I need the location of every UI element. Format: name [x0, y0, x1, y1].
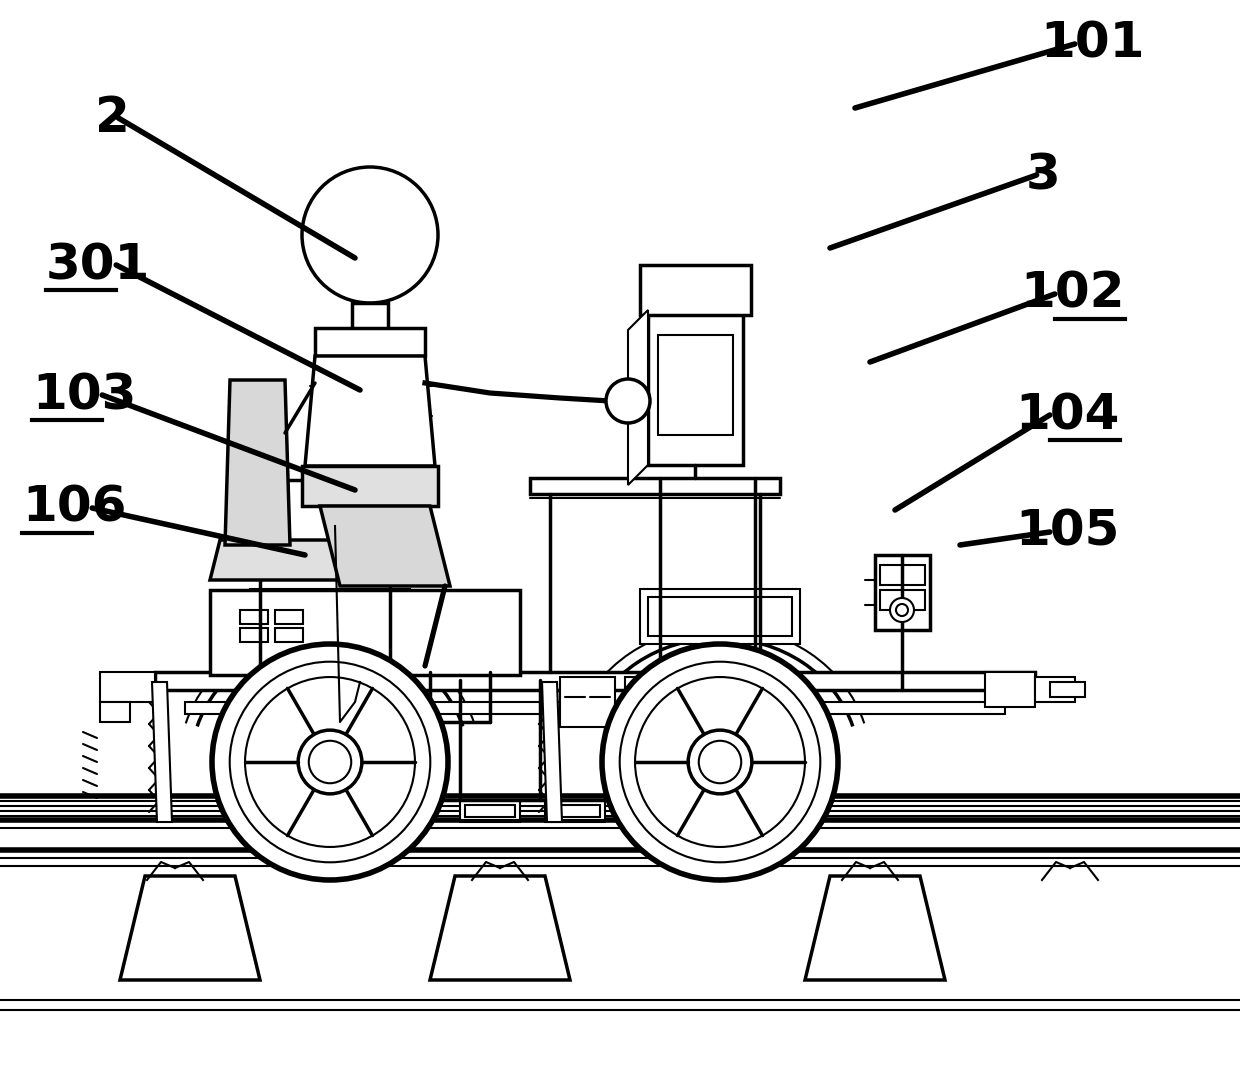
- Polygon shape: [224, 380, 290, 545]
- Circle shape: [890, 598, 914, 622]
- FancyBboxPatch shape: [275, 610, 303, 624]
- Circle shape: [635, 677, 805, 847]
- Text: 106: 106: [22, 484, 126, 532]
- Text: 105: 105: [1016, 509, 1120, 556]
- FancyBboxPatch shape: [880, 590, 925, 610]
- FancyBboxPatch shape: [185, 702, 1004, 714]
- FancyBboxPatch shape: [465, 805, 515, 817]
- Circle shape: [212, 644, 448, 880]
- Text: 3: 3: [1025, 151, 1060, 199]
- FancyBboxPatch shape: [100, 702, 130, 722]
- FancyBboxPatch shape: [551, 805, 600, 817]
- FancyBboxPatch shape: [875, 555, 930, 630]
- Circle shape: [303, 167, 438, 303]
- FancyBboxPatch shape: [315, 328, 425, 356]
- FancyBboxPatch shape: [155, 672, 1035, 690]
- FancyBboxPatch shape: [275, 628, 303, 642]
- Text: 103: 103: [32, 371, 136, 419]
- FancyBboxPatch shape: [1050, 682, 1085, 697]
- Circle shape: [601, 644, 838, 880]
- FancyBboxPatch shape: [303, 466, 438, 506]
- FancyBboxPatch shape: [658, 335, 733, 435]
- FancyBboxPatch shape: [649, 311, 743, 465]
- Polygon shape: [153, 682, 172, 822]
- Circle shape: [897, 604, 908, 616]
- FancyBboxPatch shape: [640, 589, 800, 644]
- Text: 101: 101: [1040, 19, 1145, 68]
- FancyBboxPatch shape: [880, 565, 925, 585]
- FancyBboxPatch shape: [460, 800, 520, 822]
- Circle shape: [606, 379, 650, 423]
- Polygon shape: [542, 682, 562, 822]
- FancyBboxPatch shape: [352, 303, 388, 333]
- Polygon shape: [210, 540, 430, 580]
- FancyBboxPatch shape: [250, 589, 410, 644]
- Text: 301: 301: [46, 241, 150, 289]
- Circle shape: [699, 741, 742, 783]
- FancyBboxPatch shape: [241, 628, 268, 642]
- Polygon shape: [805, 876, 945, 980]
- FancyBboxPatch shape: [529, 478, 780, 494]
- Text: 102: 102: [1021, 270, 1125, 318]
- Circle shape: [246, 677, 415, 847]
- Circle shape: [620, 662, 821, 862]
- FancyBboxPatch shape: [546, 800, 605, 822]
- Circle shape: [298, 730, 362, 794]
- Text: 104: 104: [1016, 391, 1120, 439]
- Polygon shape: [627, 311, 649, 485]
- FancyBboxPatch shape: [640, 265, 751, 315]
- FancyBboxPatch shape: [100, 672, 155, 702]
- FancyBboxPatch shape: [625, 677, 680, 727]
- Circle shape: [309, 741, 351, 783]
- Text: 2: 2: [95, 94, 130, 142]
- Polygon shape: [305, 356, 435, 466]
- Polygon shape: [120, 876, 260, 980]
- FancyBboxPatch shape: [210, 590, 520, 675]
- Circle shape: [688, 730, 751, 794]
- Circle shape: [229, 662, 430, 862]
- FancyBboxPatch shape: [649, 597, 792, 636]
- FancyBboxPatch shape: [985, 672, 1035, 707]
- FancyBboxPatch shape: [241, 610, 268, 624]
- FancyBboxPatch shape: [258, 597, 402, 636]
- FancyBboxPatch shape: [560, 677, 615, 727]
- Polygon shape: [430, 876, 570, 980]
- Polygon shape: [320, 506, 450, 586]
- FancyBboxPatch shape: [1035, 677, 1075, 702]
